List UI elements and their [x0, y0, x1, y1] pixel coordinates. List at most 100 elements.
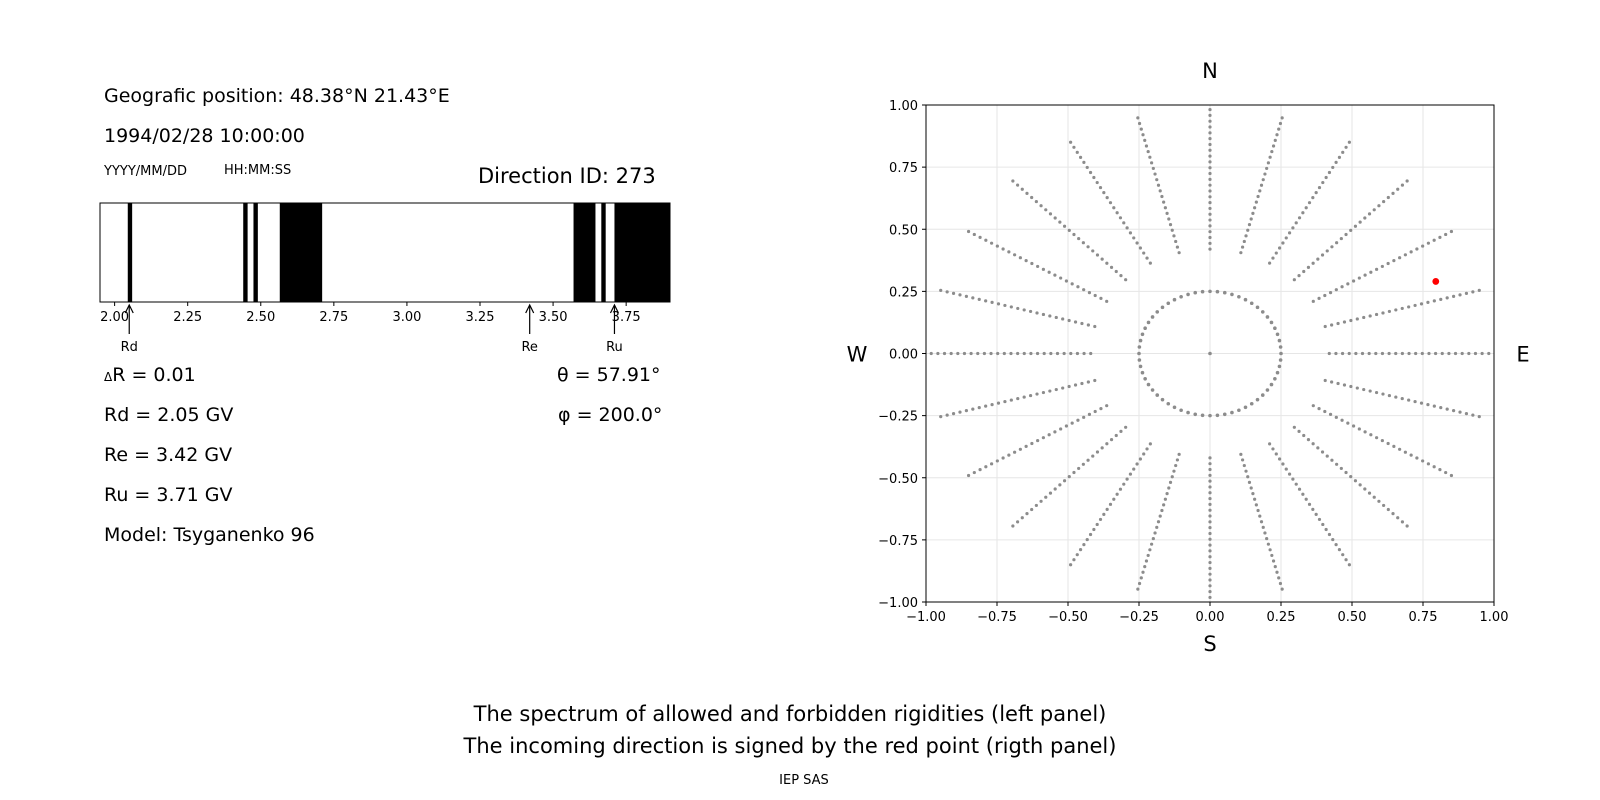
spoke-point — [1311, 196, 1315, 200]
spoke-point — [1036, 438, 1040, 443]
spoke-point — [1325, 454, 1329, 458]
marker-label-rd: Rd — [121, 340, 138, 355]
spoke-point — [1363, 430, 1367, 434]
spoke-point — [1208, 566, 1212, 570]
map-x-tick-label: 0.50 — [1338, 610, 1367, 625]
spoke-point — [1007, 250, 1011, 254]
spoke-point — [1292, 425, 1296, 429]
spoke-point — [1278, 581, 1283, 586]
spoke-point — [1409, 453, 1413, 457]
spoke-point — [939, 288, 943, 292]
spoke-point — [1024, 444, 1028, 448]
spoke-point — [1039, 204, 1043, 208]
spoke-point — [1391, 512, 1395, 516]
spoke-point — [1256, 508, 1260, 513]
spoke-point — [1249, 486, 1253, 490]
spoke-point — [1460, 351, 1464, 356]
spoke-point — [945, 413, 949, 417]
spoke-point — [1251, 492, 1255, 496]
date-format-hint: YYYY/MM/DD — [104, 164, 187, 179]
spoke-point — [1471, 413, 1475, 417]
spoke-point — [1013, 450, 1017, 454]
spoke-point — [1246, 475, 1250, 479]
ring-point — [1150, 388, 1155, 392]
spoke-point — [1240, 458, 1245, 462]
spoke-point — [1041, 390, 1046, 395]
spoke-point — [1344, 558, 1348, 562]
spoke-point — [1347, 563, 1351, 567]
spoke-point — [1102, 512, 1106, 516]
forbidden-band — [279, 203, 323, 302]
ring-point — [1230, 292, 1234, 297]
spoke-point — [1022, 395, 1026, 399]
spoke-point — [1039, 499, 1043, 503]
spoke-point — [1208, 520, 1212, 524]
spoke-point — [1001, 456, 1005, 460]
spoke-point — [1062, 351, 1066, 356]
spoke-point — [1156, 520, 1161, 524]
spoke-point — [1314, 512, 1318, 516]
spectrum-tick-label: 3.75 — [612, 310, 641, 325]
spoke-point — [1321, 522, 1325, 527]
spoke-point — [1242, 463, 1246, 468]
spoke-point — [982, 351, 986, 356]
time-format-hint: HH:MM:SS — [224, 163, 292, 178]
spoke-point — [1363, 273, 1367, 277]
spoke-point — [1174, 463, 1178, 468]
spoke-point — [1077, 236, 1081, 241]
spoke-point — [1069, 351, 1073, 356]
spoke-point — [1287, 231, 1292, 235]
spoke-point — [1263, 172, 1267, 176]
spoke-point — [1163, 206, 1167, 210]
spoke-point — [1168, 480, 1173, 484]
spoke-point — [1439, 406, 1443, 410]
ring-point — [1273, 326, 1277, 331]
spoke-point — [1146, 553, 1150, 558]
spoke-point — [1386, 195, 1390, 200]
spectrum-tick-label: 2.25 — [173, 310, 202, 325]
spoke-point — [1112, 497, 1116, 501]
map-x-tick-label: 0.00 — [1196, 610, 1225, 625]
spoke-point — [1003, 303, 1007, 308]
spoke-point — [1148, 155, 1152, 159]
spoke-point — [969, 351, 973, 356]
spoke-point — [1080, 321, 1084, 326]
spoke-point — [1208, 160, 1212, 164]
spoke-point — [1095, 180, 1099, 185]
marker-arrowhead-ru — [609, 303, 619, 314]
spoke-point — [1064, 279, 1069, 283]
spoke-point — [1284, 467, 1288, 471]
spoke-point — [1139, 576, 1143, 580]
spoke-point — [1041, 312, 1046, 317]
spoke-point — [1067, 318, 1071, 323]
compass-north: N — [1202, 59, 1218, 83]
spoke-point — [1022, 351, 1026, 356]
ring-point — [1243, 297, 1248, 302]
spoke-point — [977, 406, 981, 410]
spectrum-tick-label: 3.50 — [539, 310, 568, 325]
spoke-point — [1363, 216, 1367, 220]
spoke-point — [1327, 351, 1331, 356]
spoke-point — [1086, 323, 1090, 327]
map-x-tick-label: −0.75 — [977, 610, 1017, 625]
spoke-point — [1030, 261, 1034, 266]
ring-point — [1160, 305, 1165, 310]
spoke-point — [1135, 241, 1139, 245]
ring-point — [1255, 397, 1260, 402]
spoke-point — [1275, 133, 1279, 137]
spoke-point — [1304, 206, 1308, 210]
spoke-point — [1208, 218, 1212, 222]
spoke-point — [1001, 247, 1005, 251]
spoke-point — [1413, 303, 1417, 308]
spoke-point — [1342, 320, 1347, 324]
spoke-point — [1273, 565, 1277, 569]
spoke-point — [972, 470, 976, 475]
map-y-tick-label: −0.75 — [878, 534, 918, 549]
spoke-point — [1128, 472, 1133, 476]
spoke-point — [1208, 462, 1212, 466]
spoke-point — [1280, 116, 1284, 120]
spoke-point — [1092, 527, 1096, 532]
spoke-point — [1069, 563, 1073, 567]
spoke-point — [1145, 256, 1149, 260]
spoke-point — [1093, 409, 1097, 414]
